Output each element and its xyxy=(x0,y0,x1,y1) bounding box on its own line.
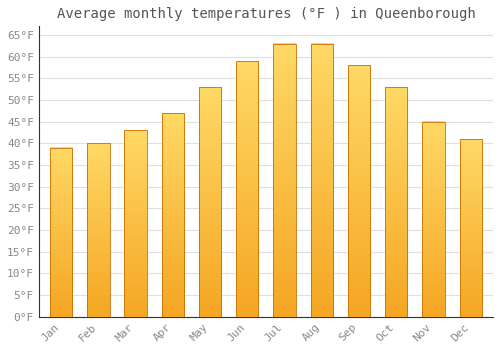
Bar xyxy=(310,44,333,317)
Bar xyxy=(236,61,258,317)
Bar xyxy=(199,87,222,317)
Title: Average monthly temperatures (°F ) in Queenborough: Average monthly temperatures (°F ) in Qu… xyxy=(56,7,476,21)
Bar xyxy=(50,148,72,317)
Bar xyxy=(460,139,482,317)
Bar xyxy=(162,113,184,317)
Bar xyxy=(50,148,72,317)
Bar xyxy=(162,113,184,317)
Bar xyxy=(199,87,222,317)
Bar xyxy=(385,87,407,317)
Bar xyxy=(385,87,407,317)
Bar xyxy=(422,122,444,317)
Bar xyxy=(87,144,110,317)
Bar xyxy=(348,65,370,317)
Bar xyxy=(274,44,295,317)
Bar xyxy=(422,122,444,317)
Bar xyxy=(124,130,147,317)
Bar xyxy=(460,139,482,317)
Bar xyxy=(236,61,258,317)
Bar xyxy=(348,65,370,317)
Bar xyxy=(274,44,295,317)
Bar xyxy=(310,44,333,317)
Bar xyxy=(124,130,147,317)
Bar xyxy=(87,144,110,317)
